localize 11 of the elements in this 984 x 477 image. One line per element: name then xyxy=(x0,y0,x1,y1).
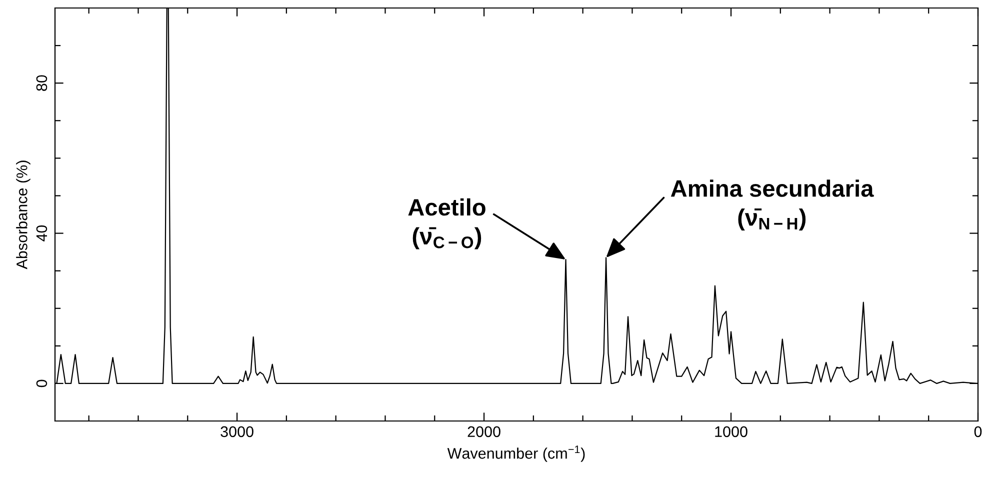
x-tick-label: 1000 xyxy=(715,426,748,438)
annotation: Acetilo (ν̄$_{C−O}$) xyxy=(408,198,486,250)
y-tick-label: 0 xyxy=(36,380,48,388)
x-tick-label: 3000 xyxy=(220,426,254,438)
y-tick-label: 80 xyxy=(36,75,48,91)
x-axis-title: Wavenumber (cm$^{−1}$) xyxy=(447,446,585,462)
annotation: Amina secundaria (ν̄$_{N−H}$) xyxy=(670,180,874,230)
x-tick-label: 2000 xyxy=(468,426,500,438)
y-axis-title: Absorbance (%) xyxy=(16,160,30,270)
x-tick-label: 0 xyxy=(974,426,982,438)
y-tick-label: 40 xyxy=(36,225,48,242)
